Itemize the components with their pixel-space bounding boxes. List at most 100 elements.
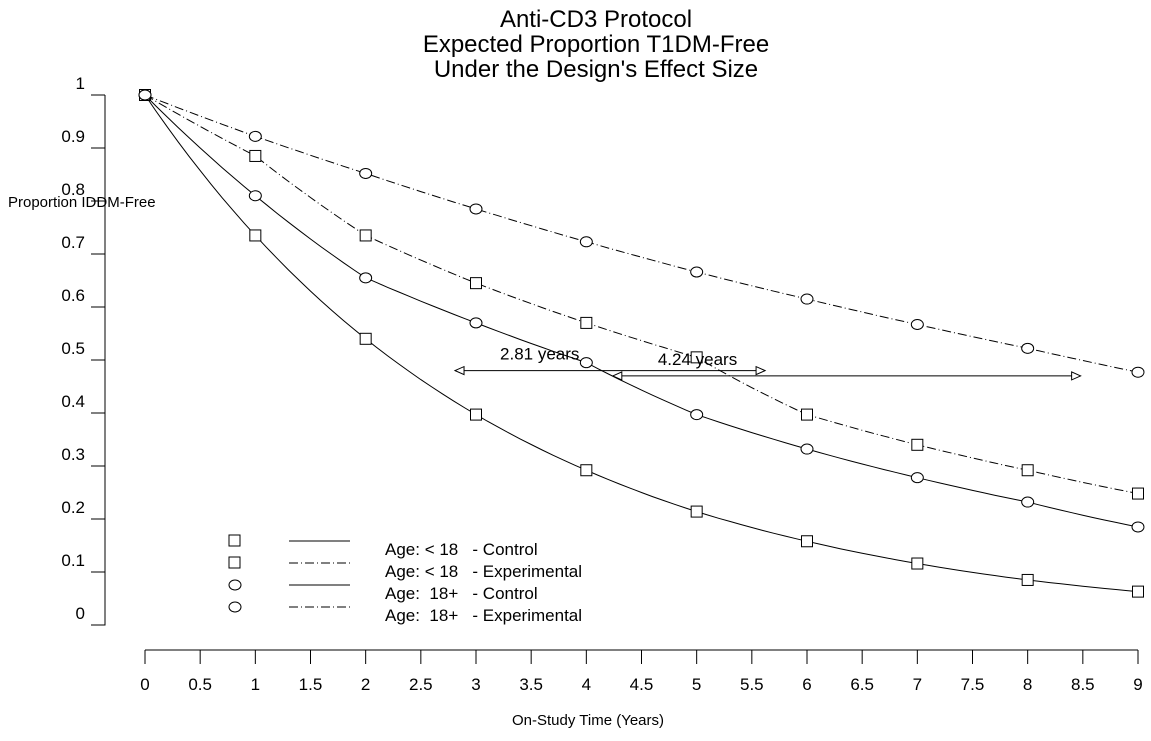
- arrow-head: [611, 371, 623, 381]
- legend-marker-circle: [228, 601, 242, 613]
- data-point-square: [911, 557, 924, 570]
- x-axis-label: On-Study Time (Years): [512, 712, 664, 729]
- arrow-head: [1071, 371, 1082, 381]
- data-point-circle: [1131, 521, 1145, 533]
- title-line-2: Expected Proportion T1DM-Free: [423, 31, 769, 58]
- x-tick-label: 1: [251, 675, 260, 694]
- x-tick-label: 3.5: [519, 675, 543, 694]
- data-point-circle: [359, 272, 373, 284]
- y-tick-label: 0.9: [61, 127, 85, 146]
- data-point-square: [249, 229, 262, 242]
- data-point-circle: [579, 357, 593, 369]
- title-line-3: Under the Design's Effect Size: [434, 56, 758, 83]
- legend-label: Age: 18+ - Experimental: [385, 606, 582, 625]
- data-point-circle: [469, 317, 483, 329]
- data-point-circle: [910, 472, 924, 484]
- data-point-square: [249, 149, 262, 162]
- y-tick-label: 0.7: [61, 233, 85, 252]
- legend-marker-square: [228, 556, 241, 569]
- legend-label: Age: < 18 - Control: [385, 540, 538, 559]
- series-2: [139, 89, 1144, 500]
- legend-entry: Age: 18+ - Experimental: [228, 601, 582, 625]
- x-tick-label: 8.5: [1071, 675, 1095, 694]
- data-point-circle: [359, 167, 373, 179]
- legend: Age: < 18 - Control Age: < 18 - Experimen…: [228, 534, 582, 625]
- data-point-circle: [248, 130, 262, 142]
- data-point-circle: [469, 203, 483, 215]
- data-point-square: [801, 408, 813, 421]
- data-point-square: [359, 332, 372, 345]
- series-line: [144, 94, 1139, 593]
- series-layer: [138, 89, 1145, 598]
- data-point-square: [1132, 487, 1144, 500]
- data-point-circle: [1021, 496, 1035, 508]
- legend-entry: Age: < 18 - Experimental: [228, 556, 582, 581]
- x-tick-label: 2.5: [409, 675, 433, 694]
- legend-marker-circle: [228, 579, 242, 591]
- data-point-circle: [1021, 342, 1035, 354]
- arrow-head: [453, 365, 465, 376]
- x-tick-label: 1.5: [299, 675, 323, 694]
- data-point-circle: [800, 293, 814, 305]
- y-axis-line: [91, 94, 106, 626]
- data-point-square: [359, 229, 372, 242]
- x-axis: 0 0.5 1 1.5 2 2.5 3 3.5 4 4.5 5 5.5 6 6.5 7 7.5 8 8.5 9: [140, 649, 1143, 694]
- y-axis: 0 0.1 0.2 0.3 0.4 0.5 0.6 0.7 0.8 0.9 1: [61, 74, 106, 626]
- y-tick-label: 0.1: [61, 551, 85, 570]
- y-tick-label: 0: [76, 604, 85, 623]
- x-tick-label: 6: [802, 675, 811, 694]
- data-point-square: [470, 408, 482, 421]
- legend-marker-square: [228, 534, 241, 547]
- y-tick-label: 0.5: [61, 339, 85, 358]
- legend-label: Age: 18+ - Control: [385, 584, 538, 603]
- annotation-label: 2.81 years: [500, 345, 579, 364]
- x-tick-label: 0: [140, 675, 149, 694]
- series-4: [138, 89, 1145, 378]
- x-tick-label: 4.5: [630, 675, 654, 694]
- data-point-square: [801, 535, 813, 548]
- x-tick-label: 0.5: [188, 675, 212, 694]
- data-point-square: [580, 464, 593, 477]
- x-tick-label: 7: [913, 675, 922, 694]
- y-axis-label: Proportion IDDM-Free: [8, 194, 156, 211]
- x-tick-label: 4: [582, 675, 591, 694]
- series-1: [139, 89, 1144, 598]
- x-tick-label: 5.5: [740, 675, 764, 694]
- series-line: [144, 94, 1139, 528]
- y-tick-label: 0.4: [61, 392, 85, 411]
- title-line-1: Anti-CD3 Protocol: [500, 6, 692, 33]
- x-tick-label: 7.5: [961, 675, 985, 694]
- series-line: [144, 94, 1139, 495]
- data-point-circle: [910, 318, 924, 330]
- data-point-square: [580, 316, 593, 329]
- annotation-2: 4.24 years: [611, 350, 1082, 381]
- x-tick-label: 6.5: [850, 675, 874, 694]
- annotation-1: 2.81 years: [453, 345, 767, 376]
- legend-entry: Age: < 18 - Control: [228, 534, 538, 559]
- chart-title: Anti-CD3 Protocol Expected Proportion T1…: [423, 6, 769, 83]
- x-tick-label: 9: [1133, 675, 1142, 694]
- data-point-circle: [690, 409, 704, 421]
- x-tick-label: 3: [471, 675, 480, 694]
- y-tick-label: 1: [76, 74, 85, 93]
- data-point-square: [1021, 464, 1034, 477]
- y-tick-label: 0.2: [61, 498, 85, 517]
- data-point-circle: [579, 236, 593, 248]
- x-tick-label: 8: [1023, 675, 1032, 694]
- data-point-square: [690, 351, 703, 364]
- series-line: [144, 94, 1139, 373]
- arrow-head: [755, 365, 767, 376]
- data-point-circle: [690, 266, 704, 278]
- data-point-square: [1021, 573, 1034, 586]
- annotation-layer: 2.81 years 4.24 years: [453, 345, 1082, 381]
- y-tick-label: 0.8: [61, 180, 85, 199]
- data-point-square: [911, 438, 924, 451]
- data-point-square: [470, 277, 482, 290]
- data-point-square: [1132, 585, 1144, 598]
- x-tick-label: 2: [361, 675, 370, 694]
- legend-label: Age: < 18 - Experimental: [385, 562, 582, 581]
- annotation-label: 4.24 years: [658, 350, 737, 369]
- data-point-circle: [800, 443, 814, 455]
- legend-entry: Age: 18+ - Control: [228, 579, 538, 603]
